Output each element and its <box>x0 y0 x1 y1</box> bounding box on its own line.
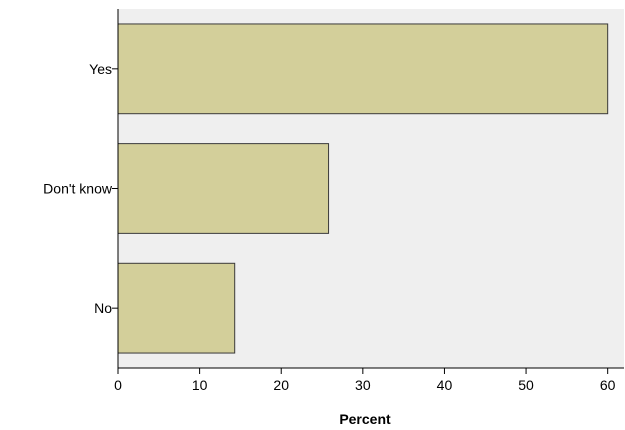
x-tick-label-40: 40 <box>437 377 453 393</box>
bar-no <box>117 262 236 354</box>
x-tick-label-10: 10 <box>192 377 208 393</box>
x-tick-label-60: 60 <box>600 377 616 393</box>
category-label-no: No <box>94 300 112 316</box>
x-tick-label-20: 20 <box>273 377 289 393</box>
category-label-yes: Yes <box>89 61 112 77</box>
category-label-don-t-know: Don't know <box>43 181 113 197</box>
bar-don-t-know <box>117 143 330 234</box>
x-tick-label-30: 30 <box>355 377 371 393</box>
bar-yes <box>117 23 609 115</box>
x-tick-label-0: 0 <box>114 377 122 393</box>
x-tick-label-50: 50 <box>518 377 534 393</box>
x-axis-title: Percent <box>339 411 391 427</box>
